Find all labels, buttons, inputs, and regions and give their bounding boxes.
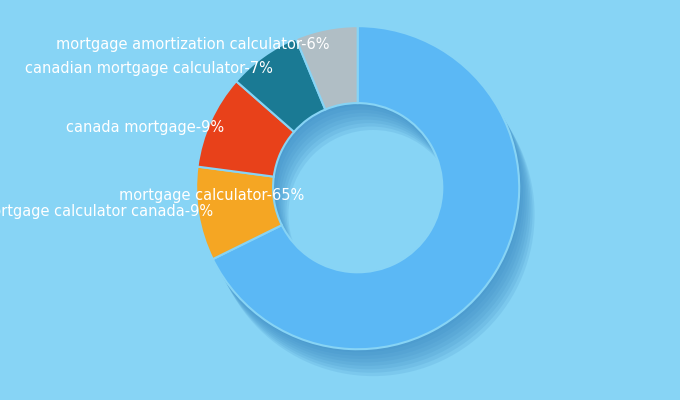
Text: canada mortgage-9%: canada mortgage-9% — [67, 120, 224, 135]
Wedge shape — [198, 29, 521, 352]
Wedge shape — [236, 38, 325, 132]
Wedge shape — [296, 26, 358, 110]
Wedge shape — [205, 43, 529, 366]
Wedge shape — [202, 36, 525, 359]
Wedge shape — [197, 81, 294, 177]
Wedge shape — [207, 46, 530, 369]
Text: canadian mortgage calculator-7%: canadian mortgage calculator-7% — [24, 61, 273, 76]
Wedge shape — [213, 26, 520, 349]
Wedge shape — [196, 167, 282, 259]
Wedge shape — [211, 53, 534, 376]
Wedge shape — [209, 50, 532, 373]
Text: mortgage amortization calculator-6%: mortgage amortization calculator-6% — [56, 37, 329, 52]
Wedge shape — [204, 40, 527, 362]
Text: mortgage calculator-65%: mortgage calculator-65% — [118, 188, 304, 203]
Text: mortgage calculator canada-9%: mortgage calculator canada-9% — [0, 204, 214, 219]
Wedge shape — [200, 32, 523, 356]
